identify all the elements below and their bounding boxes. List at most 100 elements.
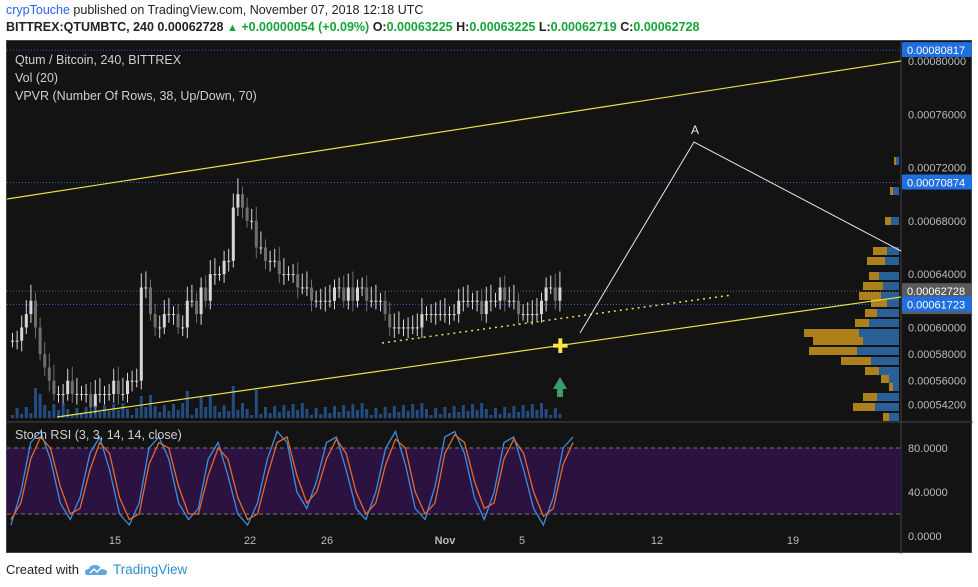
vpvr-down-bar [865,309,877,317]
time-tick-label: 22 [244,535,256,547]
author-name[interactable]: crypTouche [6,3,70,17]
time-tick-label: Nov [435,535,457,547]
volume-bar [57,410,60,418]
volume-bar [323,407,327,418]
candle-body [526,314,530,316]
chart-svg[interactable]: 0.00080000 0.00076000 0.00072000 0.00068000… [7,41,973,554]
candle-body [15,340,19,342]
vpvr-down-bar [813,337,863,345]
volume-bar [11,415,14,418]
volume-bar [397,412,401,418]
candle-body [549,287,553,289]
candle-body [52,380,56,395]
volume-bar [530,404,534,418]
legend-stoch-rsi[interactable]: Stoch RSI (3, 3, 14, 14, close) [15,428,182,442]
candle-body [296,274,300,288]
volume-bar [521,405,525,418]
candle-body [277,260,281,275]
volume-bar [434,408,438,418]
volume-bar [24,407,28,418]
volume-bar [29,413,33,418]
volume-bar [121,403,125,418]
volume-bar [185,391,189,418]
candle-body [222,260,226,275]
volume-bar [282,405,286,418]
candle-body [103,394,106,396]
candle-body [24,314,28,328]
candle-body [484,300,488,315]
volume-bar [103,405,106,418]
volume-bar [535,410,539,418]
close-value: 0.00062728 [633,20,700,34]
tradingview-brand-link[interactable]: TradingView [112,562,188,577]
volume-bar [231,386,235,418]
volume-bar [75,408,79,418]
candle-body [149,287,152,315]
candle-body [139,287,143,381]
candle-body [314,300,318,302]
legend-vpvr[interactable]: VPVR (Number Of Rows, 38, Up/Down, 70) [15,89,257,103]
volume-bar [540,403,543,418]
volume-bar [466,411,470,418]
legend-title[interactable]: Qtum / Bitcoin, 240, BITTREX [15,53,182,67]
volume-bar [268,413,272,418]
candle-body [457,300,461,315]
vpvr-up-bar [883,282,899,290]
candle-body [231,207,235,261]
legend-volume[interactable]: Vol (20) [15,71,59,85]
volume-bar [227,411,231,418]
candle-body [461,300,465,302]
candle-body [80,394,83,396]
volume-bar [360,403,364,418]
volume-bar [126,409,129,418]
candle-body [351,287,355,301]
volume-bar [107,411,111,418]
candle-body [181,327,185,329]
volume-bar [498,414,502,418]
volume-bar [250,415,254,418]
volume-bar [153,406,157,418]
candle-body [107,394,111,396]
volume-bar [438,414,442,418]
candle-body [61,394,65,396]
vpvr-down-bar [890,187,893,195]
price-tag-label: 0.00062728 [907,286,965,298]
candle-body [121,394,125,396]
candle-body [346,287,350,301]
vpvr-up-bar [879,272,899,280]
volume-bar [291,404,295,418]
candle-body [365,287,369,301]
vpvr-down-bar [863,393,877,401]
chart-area[interactable]: 0.00080000 0.00076000 0.00072000 0.00068000… [6,40,973,554]
candle-body [369,300,373,302]
candle-body [268,260,272,262]
volume-bar [61,403,65,418]
volume-bar [195,408,198,418]
candle-body [116,380,120,395]
candle-body [438,314,442,316]
candle-body [553,287,557,301]
volume-bar [218,412,221,418]
green-arrow-stem [557,389,563,397]
volume-bar [167,411,171,418]
candle-body [333,287,336,301]
vpvr-up-bar [889,413,899,421]
candle-body [199,287,203,315]
volume-bar [512,406,516,418]
volume-bar [503,407,507,418]
candle-body [264,247,267,261]
candle-body [89,394,93,408]
candle-body [420,314,424,328]
vpvr-up-bar [885,257,899,265]
vpvr-up-bar [893,383,899,391]
candle-body [190,300,194,302]
open-value: 0.00063225 [386,20,453,34]
candle-body [93,394,97,408]
candle-body [34,300,37,328]
vpvr-up-bar [879,367,899,375]
volume-bar [222,405,226,418]
volume-bar [236,410,240,418]
vpvr-down-bar [859,292,881,300]
candle-body [489,300,493,302]
green-arrow-up-icon [553,377,567,389]
